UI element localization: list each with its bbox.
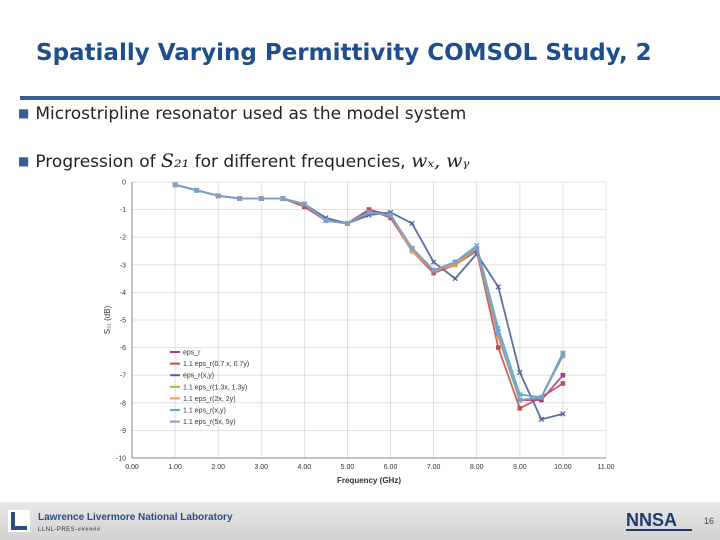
bullet-middle: for different frequencies, (189, 152, 412, 172)
x-axis-label: Frequency (GHz) (337, 476, 401, 485)
data-point (538, 416, 545, 423)
y-tick-label: -10 (116, 456, 126, 463)
data-point (452, 259, 458, 265)
y-tick-label: -8 (120, 400, 126, 407)
data-point (388, 212, 393, 218)
x-tick-label: 5.00 (341, 464, 355, 471)
slide-title: Spatially Varying Permittivity COMSOL St… (36, 40, 652, 66)
data-point (409, 220, 415, 227)
x-tick-label: 6.00 (384, 464, 398, 471)
x-tick-label: 0.00 (125, 464, 139, 471)
data-point (517, 369, 523, 376)
y-axis-label: S₂₁ (dB) (103, 305, 112, 334)
page-number: 16 (703, 516, 714, 526)
data-point (323, 218, 329, 223)
legend-label: eps_r (183, 350, 201, 357)
legend-label: 1.1 eps_r(x,y) (183, 408, 226, 415)
x-tick-label: 1.00 (168, 464, 182, 471)
legend-label: 1.1 eps_r(5x, 5y) (183, 419, 236, 426)
wx-wy-symbols: wₓ, wᵧ (411, 150, 470, 172)
data-point (237, 196, 243, 201)
x-tick-label: 9.00 (513, 464, 527, 471)
bullet-prefix: Progression of (35, 152, 161, 172)
data-point (302, 201, 307, 207)
nnsa-logo-icon: NNSA (626, 510, 692, 531)
data-point (409, 245, 415, 251)
x-tick-label: 11.00 (598, 464, 615, 471)
y-tick-label: -7 (120, 373, 126, 380)
data-point (430, 259, 437, 265)
y-tick-label: -3 (120, 262, 126, 269)
bullet-square-icon: ■ (18, 106, 30, 120)
legend-label: 1.1 eps_r(1.3x, 1.3y) (183, 384, 247, 391)
y-tick-label: -5 (120, 318, 126, 325)
y-tick-label: -9 (120, 428, 126, 435)
title-rule (20, 96, 720, 100)
data-point (366, 210, 372, 215)
y-tick-label: -4 (120, 290, 126, 297)
bullet-square-icon: ■ (18, 154, 30, 168)
data-point (474, 245, 480, 251)
data-point (388, 215, 393, 221)
x-tick-label: 3.00 (254, 464, 268, 471)
footer-org-name: Lawrence Livermore National Laboratory (38, 512, 233, 523)
data-point (539, 394, 544, 400)
x-tick-label: 4.00 (298, 464, 312, 471)
x-tick-label: 10.00 (554, 464, 572, 471)
data-point (539, 397, 544, 403)
legend-label: eps_r(x,y) (183, 373, 214, 380)
data-point (194, 187, 199, 193)
data-point (172, 182, 178, 188)
footer-doc-code: LLNL-PRES-###### (38, 527, 101, 533)
bullet-progression: ■ Progression of S₂₁ for different freque… (18, 150, 470, 172)
svg-text:NNSA: NNSA (626, 510, 677, 530)
bullet-model-system: ■ Microstripline resonator used as the mo… (18, 104, 466, 124)
legend-label: 1.1 eps_r(0.7 x, 0.7y) (183, 361, 249, 368)
y-tick-label: 0 (122, 180, 126, 187)
data-point (215, 193, 221, 199)
x-tick-label: 7.00 (427, 464, 441, 471)
s21-chart: 0.00 1.00 2.00 3.00 4.00 5.00 6.00 7.00 8.00 9.00… (103, 180, 615, 486)
data-point (495, 284, 501, 290)
data-point (452, 275, 458, 282)
data-point (560, 372, 566, 378)
data-point (431, 270, 436, 276)
y-tick-label: -6 (120, 345, 126, 352)
data-point (431, 268, 436, 273)
data-point (280, 196, 286, 201)
x-tick-label: 8.00 (470, 464, 484, 471)
data-point (560, 381, 566, 386)
data-point (366, 207, 372, 212)
footer-bar: Lawrence Livermore National Laboratory L… (0, 502, 720, 540)
data-point (560, 411, 566, 417)
bullet-text: Microstripline resonator used as the mod… (35, 104, 467, 124)
data-point (258, 196, 264, 201)
data-point (495, 345, 501, 350)
data-point (302, 204, 307, 210)
data-point (495, 331, 501, 337)
x-tick-label: 2.00 (211, 464, 225, 471)
data-point (345, 221, 350, 226)
data-point (517, 397, 523, 403)
llnl-logo-icon (8, 510, 30, 532)
data-point (560, 353, 566, 359)
data-point (517, 406, 523, 411)
y-tick-label: -1 (120, 207, 126, 214)
y-tick-label: -2 (120, 235, 126, 242)
legend-label: 1.1 eps_r(2x, 2y) (183, 396, 236, 403)
s21-symbol: S₂₁ (160, 150, 190, 172)
